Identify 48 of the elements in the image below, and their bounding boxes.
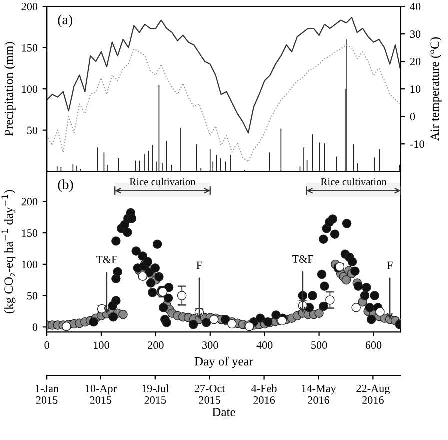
x-tick-label: 200	[148, 342, 164, 350]
annotation: F	[196, 262, 202, 270]
annotation: T&F	[292, 255, 314, 263]
y2-axis-title: Air temperature (°C)	[430, 38, 442, 142]
x2-tick-label: 1-Jan 2015	[36, 384, 59, 404]
x-tick-label: 0	[44, 342, 50, 350]
y-tick-label: 50	[28, 126, 38, 134]
annotation: (a)	[58, 14, 72, 28]
y2-tick-label: 0	[410, 113, 416, 121]
point	[138, 272, 148, 281]
y-axis-title: Precipitation (mm)	[4, 42, 16, 136]
x2-tick-label: 19-Jul 2015	[142, 384, 170, 404]
x2-tick-label: 10-Apr 2015	[86, 384, 117, 404]
y2-tick-label: 40	[410, 3, 421, 11]
band-label: Rice cultivation	[130, 178, 196, 186]
y-tick-label: 200	[22, 198, 38, 206]
band-label: Rice cultivation	[321, 178, 387, 186]
y-tick-label: 100	[22, 260, 38, 268]
y-tick-label: 50	[28, 292, 38, 300]
point	[326, 296, 335, 305]
x-tick-label: 500	[312, 342, 328, 350]
y2-tick-label: 20	[410, 58, 421, 66]
y-tick-label: 150	[22, 44, 38, 52]
x-axis-title: Day of year	[194, 356, 254, 368]
x2-tick-label: 27-Oct 2015	[194, 384, 226, 404]
x-tick-label: 300	[202, 342, 218, 350]
x-tick-label: 400	[256, 342, 273, 350]
y2-tick-label: -10	[410, 140, 424, 148]
annotation: (b)	[58, 180, 74, 192]
x2-axis-title: Date	[212, 408, 236, 416]
y-tick-label: 200	[22, 3, 38, 11]
point	[376, 307, 385, 317]
x-tick-label: 600	[366, 342, 382, 350]
line-series	[47, 44, 401, 163]
y2-tick-label: 10	[410, 86, 421, 94]
y-axis-title: (kg CO₂-eq ha$^{−1}$ day$^{−1}$)	[2, 190, 16, 314]
y2-tick-label: 30	[410, 30, 421, 38]
y-tick-label: 150	[22, 230, 38, 238]
y-tick-label: 0	[32, 324, 38, 332]
x2-tick-label: 14-May 2016	[302, 384, 336, 404]
annotation: F	[387, 262, 393, 270]
annotation: T&F	[96, 256, 118, 264]
line-series	[47, 17, 401, 134]
x2-tick-label: 4-Feb 2016	[252, 384, 277, 404]
x2-tick-label: 22-Aug 2016	[356, 384, 390, 404]
point	[177, 291, 187, 300]
y-tick-label: 100	[22, 86, 38, 94]
x-tick-label: 100	[94, 342, 110, 350]
